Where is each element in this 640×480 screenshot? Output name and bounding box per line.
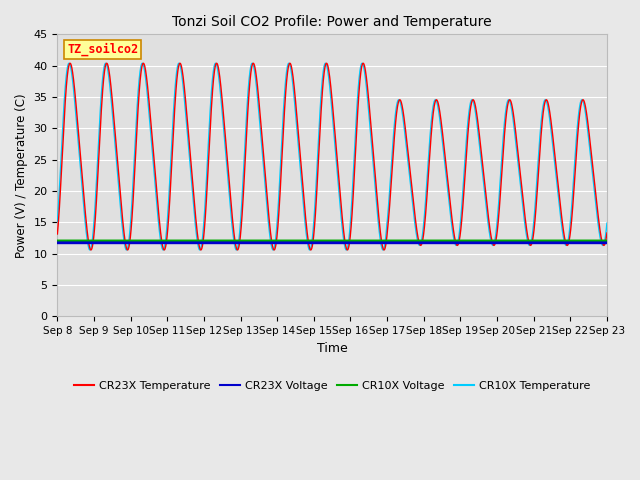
Text: TZ_soilco2: TZ_soilco2 [67,43,138,56]
Legend: CR23X Temperature, CR23X Voltage, CR10X Voltage, CR10X Temperature: CR23X Temperature, CR23X Voltage, CR10X … [69,377,595,396]
Title: Tonzi Soil CO2 Profile: Power and Temperature: Tonzi Soil CO2 Profile: Power and Temper… [172,15,492,29]
X-axis label: Time: Time [317,342,348,355]
Y-axis label: Power (V) / Temperature (C): Power (V) / Temperature (C) [15,93,28,258]
